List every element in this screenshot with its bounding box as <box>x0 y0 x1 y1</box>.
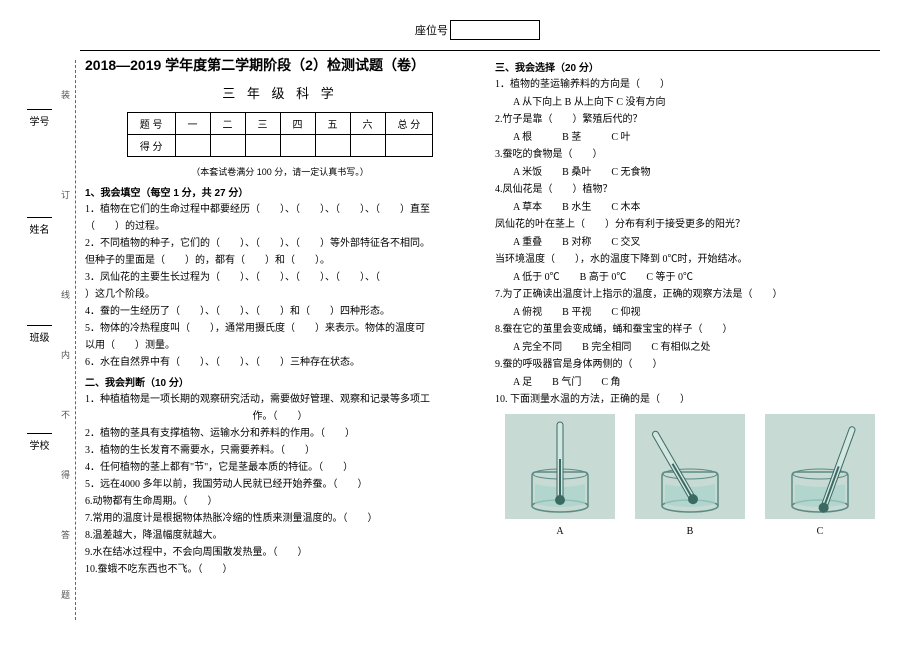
th-3: 三 <box>245 113 280 135</box>
beaker-b-icon <box>635 414 745 519</box>
th-5: 五 <box>315 113 350 135</box>
judge-q5: 5．远在4000 多年以前，我国劳动人民就已经开始养蚕。（ ） <box>85 477 475 492</box>
section-judge: 二、我会判断（10 分） <box>85 374 475 389</box>
fill-q3b: ）这几个阶段。 <box>85 287 475 302</box>
judge-q8: 8.温差越大，降温幅度就越大。 <box>85 528 475 543</box>
label-c: C <box>765 526 875 537</box>
choice-q9o: A 足 B 气门 C 角 <box>495 375 885 391</box>
choice-q4o: A 草本 B 水生 C 木本 <box>495 200 885 216</box>
th-total: 总 分 <box>385 113 433 135</box>
seat-number-box: 座位号 <box>415 20 540 40</box>
beaker-a-icon <box>505 414 615 519</box>
side-labels: 学号 姓名 班级 学校 <box>27 70 52 620</box>
choice-q5o: A 重叠 B 对称 C 交叉 <box>495 235 885 251</box>
exam-title: 2018—2019 学年度第二学期阶段（2）检测试题（卷） <box>85 55 475 75</box>
right-column: 三、我会选择（20 分） 1．植物的茎运输养料的方向是（ ） A 从下向上 B … <box>495 55 885 579</box>
side-class: 班级 <box>30 333 50 344</box>
choice-q8o: A 完全不同 B 完全相同 C 有相似之处 <box>495 340 885 356</box>
choice-q10: 10. 下面测量水温的方法，正确的是（ ） <box>495 392 885 408</box>
seat-label: 座位号 <box>415 22 448 38</box>
label-b: B <box>635 526 745 537</box>
figure-a: A <box>505 414 615 537</box>
fill-q5b: 以用（ ）测量。 <box>85 338 475 353</box>
binding-line: 装 订 线 内 不 得 答 题 <box>56 60 76 620</box>
judge-q2: 2．植物的茎具有支撑植物、运输水分和养料的作用。（ ） <box>85 426 475 441</box>
choice-q2: 2.竹子是靠（ ）繁殖后代的？ <box>495 112 885 128</box>
judge-q4: 4．任何植物的茎上都有"节"，它是茎最本质的特征。（ ） <box>85 460 475 475</box>
th-2: 二 <box>210 113 245 135</box>
choice-q2o: A 根 B 茎 C 叶 <box>495 130 885 146</box>
exam-note: （本套试卷满分 100 分，请一定认真书写。） <box>85 165 475 178</box>
judge-q1b: 作。（ ） <box>85 409 475 424</box>
judge-q3: 3．植物的生长发育不需要水，只需要养料。（ ） <box>85 443 475 458</box>
choice-q6: 当环境温度（ ），水的温度下降到 0℃时，开始结冰。 <box>495 252 885 268</box>
thermometer-figures: A B <box>495 414 885 537</box>
side-school: 学校 <box>30 441 50 452</box>
choice-q6o: A 低于 0℃ B 高于 0℃ C 等于 0℃ <box>495 270 885 286</box>
fill-q5a: 5．物体的冷热程度叫（ ），通常用摄氏度（ ）来表示。物体的温度可 <box>85 321 475 336</box>
choice-q4: 4.凤仙花是（ ）植物？ <box>495 182 885 198</box>
choice-q9: 9.蚕的呼吸器官是身体两侧的（ ） <box>495 357 885 373</box>
th-6: 六 <box>350 113 385 135</box>
judge-q9: 9.水在结冰过程中，不会向周围散发热量。（ ） <box>85 545 475 560</box>
side-student-id: 学号 <box>30 117 50 128</box>
judge-q7: 7.常用的温度计是根据物体热胀冷缩的性质来测量温度的。（ ） <box>85 511 475 526</box>
th-4: 四 <box>280 113 315 135</box>
label-a: A <box>505 526 615 537</box>
fill-q4: 4．蚕的一生经历了（ ）、（ ）、（ ）和（ ）四种形态。 <box>85 304 475 319</box>
section-choice: 三、我会选择（20 分） <box>495 59 885 74</box>
choice-q7o: A 俯视 B 平视 C 仰视 <box>495 305 885 321</box>
choice-q3: 3.蚕吃的食物是（ ） <box>495 147 885 163</box>
choice-q1o: A 从下向上 B 从上向下 C 没有方向 <box>495 95 885 111</box>
figure-c: C <box>765 414 875 537</box>
left-column: 2018—2019 学年度第二学期阶段（2）检测试题（卷） 三 年 级 科 学 … <box>85 55 475 579</box>
judge-q6: 6.动物都有生命周期。（ ） <box>85 494 475 509</box>
choice-q8: 8.蚕在它的茧里会变成蛹，蛹和蚕宝宝的样子（ ） <box>495 322 885 338</box>
figure-b: B <box>635 414 745 537</box>
fill-q6: 6．水在自然界中有（ ）、（ ）、（ ）三种存在状态。 <box>85 355 475 370</box>
choice-q1: 1．植物的茎运输养料的方向是（ ） <box>495 77 885 93</box>
fill-q2a: 2．不同植物的种子，它们的（ ）、（ ）、（ ）等外部特征各不相同。 <box>85 236 475 251</box>
seat-input-box <box>450 20 540 40</box>
th-1: 一 <box>175 113 210 135</box>
choice-q3o: A 米饭 B 桑叶 C 无食物 <box>495 165 885 181</box>
choice-q5: 凤仙花的叶在茎上（ ）分布有利于接受更多的阳光？ <box>495 217 885 233</box>
judge-q10: 10.蚕蛾不吃东西也不飞。（ ） <box>85 562 475 577</box>
fill-q1b: （ ）的过程。 <box>85 219 475 234</box>
header-rule <box>80 50 880 51</box>
td-score: 得 分 <box>127 135 175 157</box>
content-area: 2018—2019 学年度第二学期阶段（2）检测试题（卷） 三 年 级 科 学 … <box>85 55 885 579</box>
judge-q1a: 1．种植植物是一项长期的观察研究活动，需要做好管理、观察和记录等多项工 <box>85 392 475 407</box>
choice-q7: 7.为了正确读出温度计上指示的温度，正确的观察方法是（ ） <box>495 287 885 303</box>
side-name: 姓名 <box>30 225 50 236</box>
fill-q3a: 3．凤仙花的主要生长过程为（ ）、（ ）、（ ）、（ ）、（ <box>85 270 475 285</box>
fill-q1a: 1．植物在它们的生命过程中都要经历（ ）、（ ）、（ ）、（ ）直至 <box>85 202 475 217</box>
fill-q2b: 但种子的里面是（ ）的，都有（ ）和（ ）。 <box>85 253 475 268</box>
exam-subtitle: 三 年 级 科 学 <box>85 83 475 102</box>
section-fill: 1、我会填空（每空 1 分，共 27 分） <box>85 184 475 199</box>
th-num: 题 号 <box>127 113 175 135</box>
beaker-c-icon <box>765 414 875 519</box>
score-table: 题 号 一 二 三 四 五 六 总 分 得 分 <box>127 112 434 157</box>
